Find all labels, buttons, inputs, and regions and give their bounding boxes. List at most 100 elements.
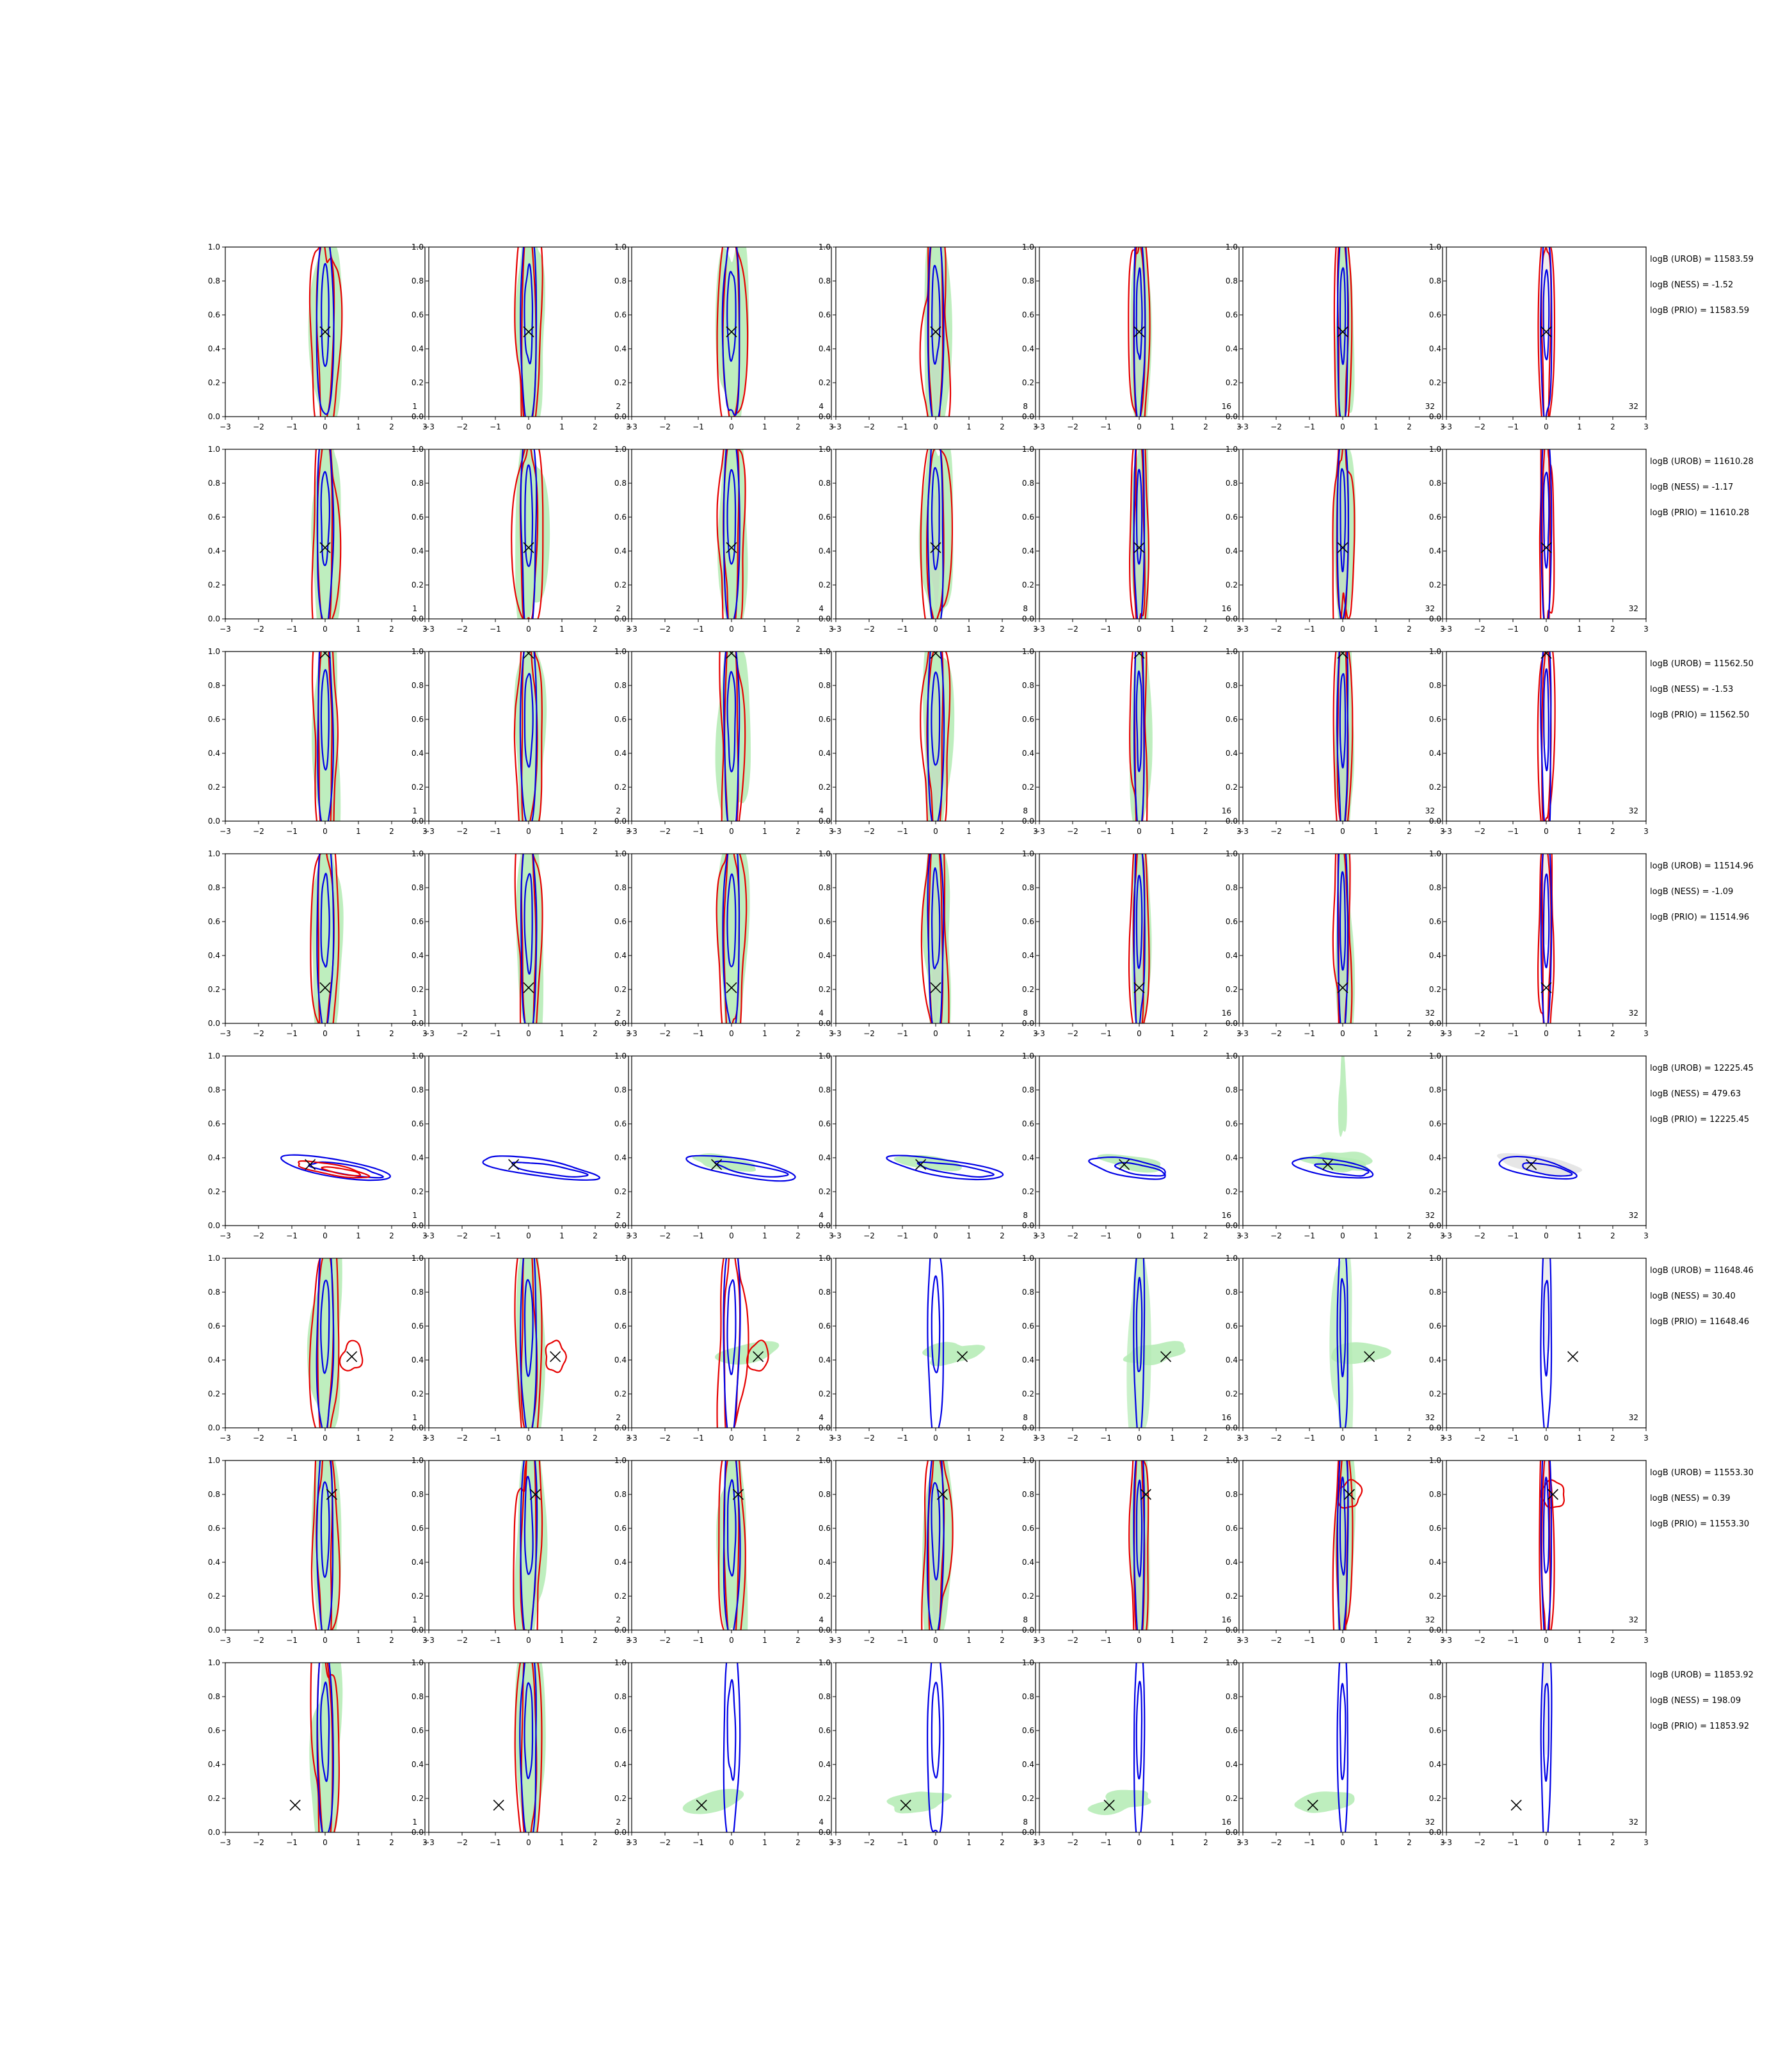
x-tick-label: 2 (796, 827, 801, 836)
y-tick-label: 0.8 (1429, 479, 1441, 488)
x-tick-label: 1 (966, 827, 972, 836)
x-tick-label: 0 (933, 422, 938, 431)
logb-annotation: logB (UROB) = 11610.28 (1650, 457, 1754, 467)
y-tick-label: 0.6 (614, 513, 627, 522)
y-tick-label: 1.0 (819, 647, 831, 656)
red-contour-outer (920, 449, 954, 619)
x-tick-label: 1 (1373, 625, 1379, 634)
logb-annotation: logB (UROB) = 11562.50 (1650, 659, 1754, 669)
y-tick-label: 0.2 (1226, 783, 1238, 792)
plot-area (1539, 449, 1555, 619)
plot-area (1333, 247, 1355, 417)
red-contour-outer (298, 1160, 371, 1179)
red-contour-mid (519, 449, 539, 619)
x-tick-label: 2 (1000, 625, 1005, 634)
x-tick-label: 0 (1137, 1029, 1142, 1038)
y-tick-label: 0.0 (1226, 412, 1238, 421)
logb-annotation: logB (PRIO) = 11553.30 (1650, 1519, 1750, 1529)
y-tick-label: 0.4 (1429, 547, 1441, 556)
x-tick-label: −3 (1034, 827, 1045, 836)
y-tick-label: 0.2 (412, 1187, 424, 1196)
y-tick-label: 0.0 (208, 1019, 220, 1028)
y-tick-label: 1.0 (412, 647, 424, 656)
y-tick-label: 0.2 (1022, 783, 1034, 792)
x-tick-label: 3 (1644, 1029, 1649, 1038)
x-tick-label: 1 (559, 625, 564, 634)
y-tick-label: 1.0 (1226, 849, 1238, 858)
blue-contour-inner (524, 873, 533, 975)
x-tick-label: −2 (1067, 1029, 1078, 1038)
x-tick-label: −3 (626, 1029, 637, 1038)
x-tick-label: 2 (593, 827, 598, 836)
x-tick-label: −2 (863, 1029, 875, 1038)
true-value-marker (1337, 652, 1348, 659)
x-tick-label: 3 (626, 1029, 631, 1038)
x-tick-label: 0 (1137, 625, 1142, 634)
y-tick-label: 0.6 (819, 917, 831, 926)
logb-annotation: logB (NESS) = -1.52 (1650, 280, 1734, 290)
y-tick-label: 1.0 (614, 243, 627, 252)
plot-area (1128, 854, 1152, 1023)
y-tick-label: 1.0 (1429, 445, 1441, 454)
x-tick-label: 0 (729, 625, 734, 634)
blue-contour-outer (520, 247, 538, 417)
x-tick-label: 2 (1610, 625, 1615, 634)
y-tick-label: 0.2 (614, 783, 627, 792)
y-tick-label: 0.6 (1022, 513, 1034, 522)
subplot-r3-c3: −3 −2 −1 0 1 2 30.00.20.40.60.81.04 (614, 647, 834, 836)
y-tick-label: 0.6 (819, 513, 831, 522)
y-tick-label: 0.0 (819, 817, 831, 826)
true-value-marker (508, 1159, 520, 1171)
subplot-r4-c7: −3 −2 −1 0 1 2 30.00.20.40.60.81.032 (1429, 849, 1649, 1038)
y-tick-label: 0.2 (614, 378, 627, 387)
x-tick-label: −3 (1034, 422, 1045, 431)
prior-fill (931, 676, 941, 812)
y-tick-label: 1.0 (208, 849, 220, 858)
y-tick-label: 0.6 (1022, 917, 1034, 926)
y-tick-label: 0.0 (1429, 1019, 1441, 1028)
y-tick-label: 0.6 (1429, 513, 1441, 522)
x-tick-label: 3 (626, 625, 631, 634)
true-value-marker (523, 652, 534, 659)
y-tick-label: 0.8 (208, 883, 220, 892)
subplot-r3-c2: −3 −2 −1 0 1 2 30.00.20.40.60.81.02 (412, 647, 631, 836)
y-tick-label: 0.4 (412, 951, 424, 960)
panel-label: 32 (1629, 402, 1638, 411)
x-tick-label: −2 (1270, 1029, 1282, 1038)
x-tick-label: 2 (389, 625, 394, 634)
red-contour-outer (1128, 247, 1151, 417)
plot-area (716, 449, 748, 619)
y-tick-label: 1.0 (1226, 445, 1238, 454)
y-tick-label: 0.0 (1429, 412, 1441, 421)
x-tick-label: 1 (356, 422, 361, 431)
red-contour-inner (321, 1166, 362, 1177)
y-tick-label: 0.8 (614, 681, 627, 690)
y-tick-label: 0.0 (1429, 614, 1441, 623)
x-tick-label: 1 (1373, 1029, 1379, 1038)
plot-area (1128, 449, 1149, 619)
red-contour-outer (1332, 854, 1353, 1023)
blue-contour-inner (931, 867, 941, 970)
x-tick-label: 1 (559, 827, 564, 836)
y-tick-label: 0.0 (1022, 817, 1034, 826)
x-tick-label: 0 (323, 422, 328, 431)
x-tick-label: −2 (659, 625, 671, 634)
x-tick-label: −1 (1507, 422, 1519, 431)
y-tick-label: 0.0 (819, 614, 831, 623)
red-contour-outer (920, 854, 950, 1023)
plot-area (311, 652, 341, 821)
x-tick-label: −2 (253, 1231, 264, 1240)
plot-area (1537, 652, 1556, 821)
plot-area (920, 652, 955, 821)
logb-annotation: logB (NESS) = 198.09 (1650, 1696, 1741, 1706)
true-value-marker (930, 326, 941, 338)
y-tick-label: 0.2 (208, 1187, 220, 1196)
x-tick-label: −1 (1100, 827, 1112, 836)
logb-annotation: logB (NESS) = -1.53 (1650, 685, 1734, 694)
y-tick-label: 1.0 (208, 1052, 220, 1060)
panel-label: 32 (1425, 1009, 1435, 1018)
true-value-marker (1337, 326, 1348, 338)
red-contour-mid (1540, 247, 1552, 417)
x-tick-label: −1 (897, 422, 908, 431)
